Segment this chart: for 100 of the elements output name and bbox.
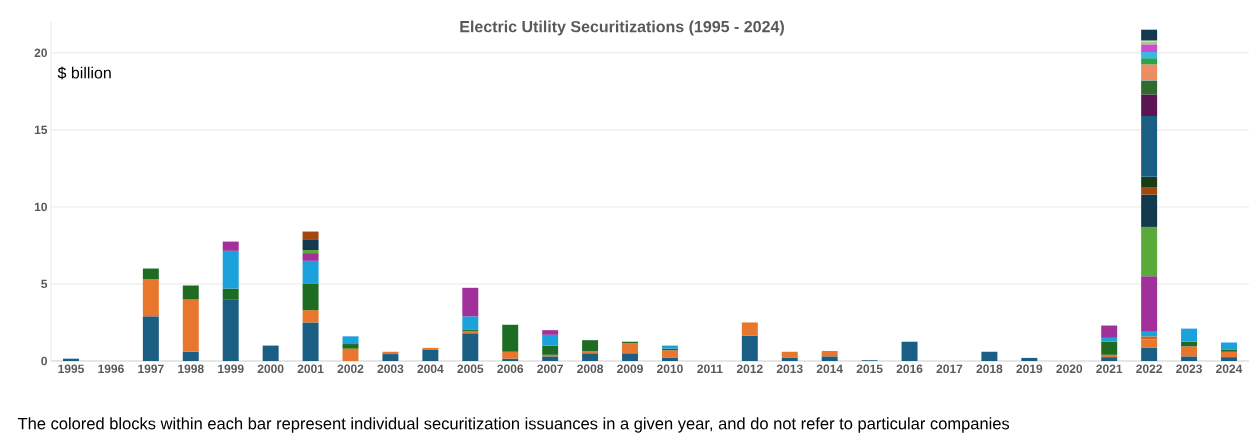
x-tick-label: 2016 [896,364,923,374]
bar [1141,115,1158,177]
bar [661,357,678,361]
x-tick-label: 2019 [1016,364,1043,374]
bar [661,350,678,358]
bar [781,351,798,358]
bar [462,333,479,361]
bar [901,341,918,361]
bar [302,231,319,240]
bar [1101,337,1118,342]
x-tick-label: 2002 [337,364,364,374]
x-tick-label: 1998 [178,364,204,374]
bar [142,279,159,317]
bar [1141,52,1158,59]
bar [1021,357,1038,361]
bar [1141,44,1158,53]
bar [1141,58,1158,65]
x-tick-label: 2006 [497,364,524,374]
bar [142,316,159,361]
bar [182,285,199,300]
bar [302,253,319,261]
bar [1101,341,1118,355]
bar [182,351,199,361]
bar [582,340,599,351]
x-tick-label: 1995 [58,364,84,374]
chart-title: Electric Utility Securitizations (1995 - 2024) [460,20,784,36]
x-tick-label: 2021 [1096,364,1123,374]
x-tick-label: 2010 [657,364,683,374]
bar [1141,347,1158,361]
x-tick-label: 2013 [776,364,803,374]
x-tick-label: 2005 [457,364,484,374]
bar [1181,356,1198,361]
x-tick-label: 1997 [138,364,164,374]
x-tick-label: 1996 [98,364,124,374]
bar [741,335,758,361]
bar [302,310,319,323]
x-tick-label: 2007 [537,364,563,374]
x-tick-label: 2018 [976,364,1003,374]
bar [1221,342,1237,350]
bar [262,345,279,361]
y-tick-label: 0 [41,356,47,366]
bar [542,356,559,361]
x-tick-label: 2024 [1216,364,1243,374]
bar [1141,80,1158,95]
bar [1141,276,1158,332]
bar [502,351,519,359]
bar [1181,346,1198,357]
bar [462,316,479,330]
y-axis-title: $ billion [57,66,111,80]
y-tick-label: 20 [34,48,47,58]
bar [1141,226,1158,277]
bar [821,350,838,357]
bar [302,250,319,254]
bar [142,268,159,280]
bar [542,330,559,335]
bar [542,334,559,346]
x-tick-label: 2004 [417,364,444,374]
text: The colored blocks within each bar represent individual securitization issuances in a given year, and do not refer to particular companies [17,417,1010,433]
bar [1141,64,1158,80]
bar [222,299,239,361]
bar [1141,29,1158,41]
bar [1101,325,1118,338]
x-tick-label: 2012 [736,364,763,374]
bar [1141,194,1158,227]
bar [1181,328,1198,342]
y-tick-label: 15 [34,125,48,135]
x-tick-label: 2011 [697,364,723,374]
x-tick-label: 2023 [1176,364,1202,374]
x-tick-label: 2001 [297,364,324,374]
bar [622,353,639,361]
bar [302,283,319,311]
x-tick-label: 2022 [1136,364,1162,374]
bar [462,287,479,317]
x-tick-label: 2008 [577,364,604,374]
bar [981,351,998,361]
x-tick-label: 2015 [856,364,883,374]
bar [1221,349,1237,352]
bar [302,239,319,251]
bar [422,349,439,361]
bar [1141,339,1158,348]
bar [1221,351,1237,358]
bar [302,260,319,284]
bar [1141,336,1158,340]
bar [502,324,519,352]
bar [1141,94,1158,116]
x-tick-label: 2009 [617,364,643,374]
y-tick-label: 10 [34,202,47,212]
x-tick-label: 2000 [257,364,284,374]
bar [741,322,758,336]
bar [382,354,399,361]
bar [182,299,199,352]
x-tick-label: 2017 [936,364,963,374]
bar [1221,357,1237,361]
bar [582,353,599,361]
bar [1141,187,1158,195]
x-tick-label: 2014 [816,364,843,374]
bar [821,356,838,361]
x-tick-label: 2020 [1056,364,1083,374]
y-tick-label: 5 [41,279,48,289]
x-tick-label: 1999 [218,364,244,374]
